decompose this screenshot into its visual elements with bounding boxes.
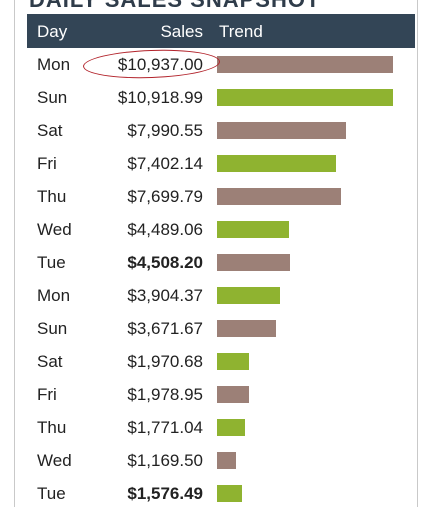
table-body: Mon $10,937.00 Sun $10,918.99 Sat $7,990.55 Fr… <box>27 48 415 510</box>
trend-bar <box>217 386 249 403</box>
sales-value: $1,771.04 <box>127 418 203 437</box>
trend-bar <box>217 419 245 436</box>
table-row: Sun $3,671.67 <box>27 312 415 345</box>
sales-value: $7,990.55 <box>127 121 203 140</box>
sales-table-panel: DAILY SALES SNAPSHOT Day Sales Trend Mon… <box>14 0 418 507</box>
sales-value: $3,671.67 <box>127 319 203 338</box>
day-label: Thu <box>37 187 67 206</box>
sales-value: $3,904.37 <box>127 286 203 305</box>
sales-value: $7,402.14 <box>127 154 203 173</box>
day-label: Wed <box>37 451 72 470</box>
day-label: Mon <box>37 55 71 74</box>
trend-bar <box>217 353 249 370</box>
day-label: Tue <box>37 484 66 503</box>
day-label: Sun <box>37 88 68 107</box>
trend-bar <box>217 89 393 106</box>
day-label: Wed <box>37 220 72 239</box>
header-trend: Trend <box>219 22 263 41</box>
trend-bar <box>217 320 276 337</box>
table-row: Sat $1,970.68 <box>27 345 415 378</box>
table-row: Fri $7,402.14 <box>27 147 415 180</box>
trend-bar <box>217 287 280 304</box>
trend-bar <box>217 56 393 73</box>
table-row: Mon $3,904.37 <box>27 279 415 312</box>
sales-value: $7,699.79 <box>127 187 203 206</box>
sales-value: $10,937.00 <box>117 55 203 74</box>
trend-bar <box>217 452 236 469</box>
table-row: Thu $7,699.79 <box>27 180 415 213</box>
sales-value: $4,489.06 <box>127 220 203 239</box>
day-label: Mon <box>37 286 71 305</box>
day-label: Fri <box>37 154 57 173</box>
day-label: Fri <box>37 385 57 404</box>
trend-bar <box>217 485 242 502</box>
title-strip: DAILY SALES SNAPSHOT <box>15 0 417 14</box>
trend-bar <box>217 155 336 172</box>
sales-value: $4,508.20 <box>127 253 203 272</box>
day-label: Sat <box>37 352 63 371</box>
sales-value: $1,978.95 <box>127 385 203 404</box>
table-row: Mon $10,937.00 <box>27 48 415 81</box>
header-day: Day <box>37 22 68 41</box>
table-row: Sun $10,918.99 <box>27 81 415 114</box>
day-label: Sun <box>37 319 68 338</box>
table-title: DAILY SALES SNAPSHOT <box>29 0 320 13</box>
day-label: Sat <box>37 121 63 140</box>
sales-value: $1,970.68 <box>127 352 203 371</box>
day-label: Tue <box>37 253 66 272</box>
sales-value: $1,576.49 <box>127 484 203 503</box>
table-row: Thu $1,771.04 <box>27 411 415 444</box>
header-sales: Sales <box>160 22 203 41</box>
sales-value: $1,169.50 <box>127 451 203 470</box>
sales-value: $10,918.99 <box>117 88 203 107</box>
day-label: Thu <box>37 418 67 437</box>
table-row: Sat $7,990.55 <box>27 114 415 147</box>
table-header: Day Sales Trend <box>27 14 415 48</box>
table-row: Tue $1,576.49 <box>27 477 415 510</box>
trend-bar <box>217 221 289 238</box>
trend-bar <box>217 254 290 271</box>
table-row: Fri $1,978.95 <box>27 378 415 411</box>
table-row: Tue $4,508.20 <box>27 246 415 279</box>
table-row: Wed $1,169.50 <box>27 444 415 477</box>
table-row: Wed $4,489.06 <box>27 213 415 246</box>
trend-bar <box>217 188 341 205</box>
trend-bar <box>217 122 346 139</box>
